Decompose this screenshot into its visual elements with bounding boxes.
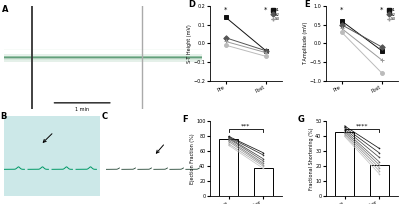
Legend: S1, S2, S3: S1, S2, S3 [387,8,396,21]
Text: *: * [264,7,268,13]
Text: *: * [380,7,384,13]
Bar [219,139,238,196]
Text: E: E [304,0,310,9]
Text: 1 min: 1 min [75,107,89,112]
Bar [370,165,388,196]
Text: B: B [0,112,6,121]
Text: A: A [2,5,8,14]
Legend: S1, S2, S3: S1, S2, S3 [271,8,280,21]
Text: C: C [102,112,108,121]
Text: G: G [298,115,305,124]
Bar [335,132,354,196]
Y-axis label: Ejection Fraction (%): Ejection Fraction (%) [190,133,195,184]
Text: F: F [182,115,188,124]
Text: ****: **** [356,123,368,128]
Text: *: * [224,7,227,13]
Text: *: * [340,7,343,13]
Text: D: D [188,0,195,9]
Y-axis label: Fractional Shortening (%): Fractional Shortening (%) [309,127,314,190]
Y-axis label: S-T Height (mV): S-T Height (mV) [187,24,192,63]
Y-axis label: T Amplitude (mV): T Amplitude (mV) [303,22,308,65]
Text: ***: *** [241,123,250,128]
Bar [254,167,272,196]
FancyBboxPatch shape [0,92,129,204]
